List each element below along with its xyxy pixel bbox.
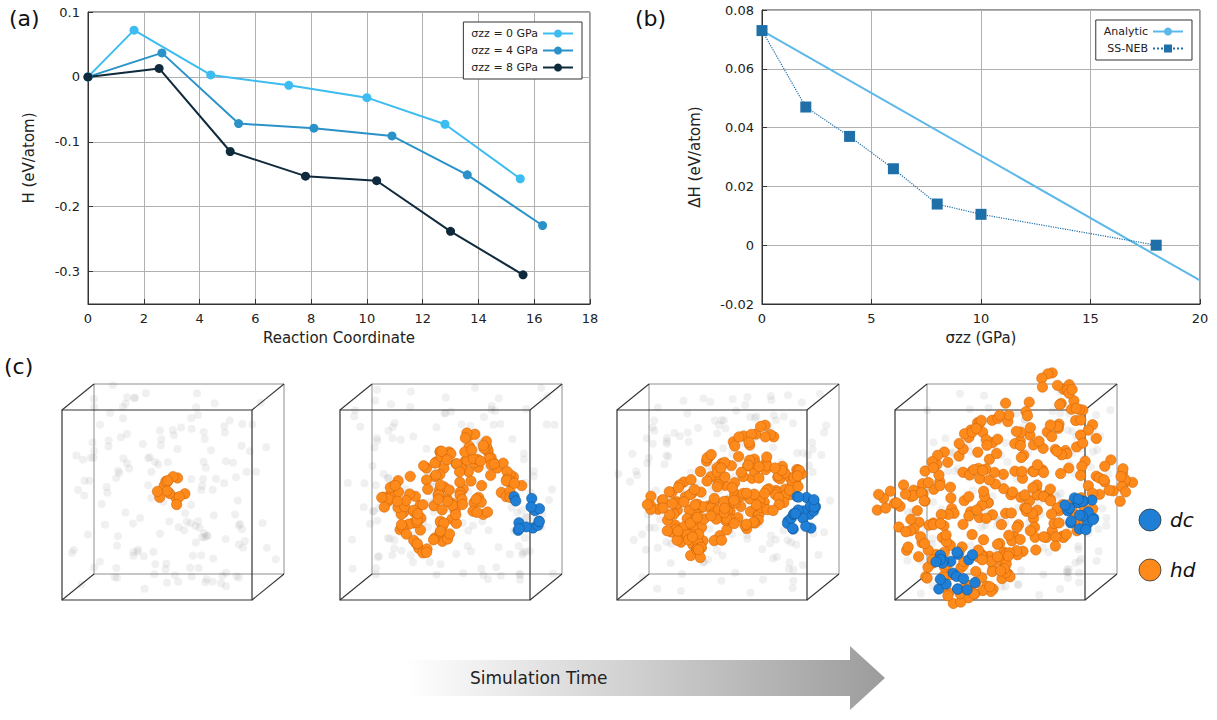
svg-text:σzz (GPa): σzz (GPa) bbox=[946, 329, 1017, 347]
svg-text:5: 5 bbox=[867, 311, 875, 326]
svg-text:0.02: 0.02 bbox=[725, 179, 754, 194]
svg-text:6: 6 bbox=[251, 311, 259, 326]
svg-text:8: 8 bbox=[307, 311, 315, 326]
svg-text:SS-NEB: SS-NEB bbox=[1107, 42, 1148, 55]
svg-text:4: 4 bbox=[195, 311, 203, 326]
svg-text:Reaction Coordinate: Reaction Coordinate bbox=[263, 329, 415, 347]
svg-text:H (eV/atom): H (eV/atom) bbox=[20, 112, 38, 203]
svg-text:(b): (b) bbox=[635, 6, 666, 31]
svg-text:ΔH (eV/atom): ΔH (eV/atom) bbox=[686, 106, 704, 207]
svg-text:σzz = 8 GPa: σzz = 8 GPa bbox=[471, 61, 538, 74]
svg-text:10: 10 bbox=[973, 311, 990, 326]
svg-text:-0.2: -0.2 bbox=[55, 199, 80, 214]
svg-text:0.1: 0.1 bbox=[59, 5, 80, 20]
svg-text:18: 18 bbox=[582, 311, 599, 326]
svg-text:-0.02: -0.02 bbox=[720, 297, 754, 312]
svg-text:0: 0 bbox=[72, 69, 80, 84]
svg-text:(c): (c) bbox=[4, 354, 33, 379]
svg-text:hd: hd bbox=[1170, 558, 1196, 582]
svg-text:20: 20 bbox=[1192, 311, 1209, 326]
svg-text:-0.3: -0.3 bbox=[55, 264, 80, 279]
svg-text:12: 12 bbox=[414, 311, 431, 326]
svg-text:0.04: 0.04 bbox=[725, 120, 754, 135]
svg-text:14: 14 bbox=[470, 311, 487, 326]
svg-text:(a): (a) bbox=[9, 6, 40, 31]
svg-text:-0.1: -0.1 bbox=[55, 134, 80, 149]
svg-text:0: 0 bbox=[746, 238, 754, 253]
svg-text:σzz = 4 GPa: σzz = 4 GPa bbox=[471, 44, 538, 57]
svg-text:0.06: 0.06 bbox=[725, 61, 754, 76]
svg-text:Analytic: Analytic bbox=[1104, 25, 1148, 38]
svg-text:Simulation Time: Simulation Time bbox=[470, 668, 608, 688]
svg-text:16: 16 bbox=[526, 311, 543, 326]
svg-text:σzz = 0 GPa: σzz = 0 GPa bbox=[471, 27, 538, 40]
svg-text:dc: dc bbox=[1170, 508, 1194, 532]
svg-text:0: 0 bbox=[758, 311, 766, 326]
svg-text:0.08: 0.08 bbox=[725, 3, 754, 18]
svg-text:2: 2 bbox=[140, 311, 148, 326]
svg-text:15: 15 bbox=[1082, 311, 1099, 326]
svg-text:0: 0 bbox=[84, 311, 92, 326]
svg-text:10: 10 bbox=[359, 311, 376, 326]
